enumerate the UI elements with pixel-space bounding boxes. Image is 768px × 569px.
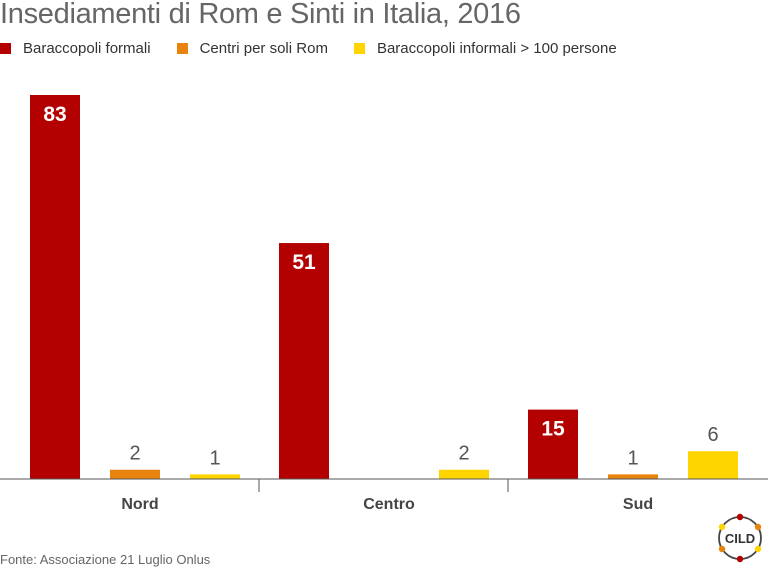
bar	[30, 95, 80, 479]
legend-label: Baraccopoli informali > 100 persone	[376, 40, 617, 57]
logo-text: CILD	[725, 531, 755, 546]
legend-swatch	[176, 43, 188, 54]
logo-dot	[736, 555, 744, 563]
bar	[190, 474, 240, 479]
bar	[110, 469, 160, 479]
bar	[608, 474, 658, 479]
category-label: Centro	[363, 496, 415, 513]
data-label: 2	[458, 443, 469, 465]
logo-dot	[754, 523, 762, 531]
logo-dot	[718, 523, 726, 531]
legend-item-baraccopoli-formali: Baraccopoli formali	[0, 40, 151, 57]
data-label: 6	[707, 424, 718, 446]
data-label: 15	[541, 418, 565, 441]
category-label: Nord	[121, 496, 158, 513]
source-note: Fonte: Associazione 21 Luglio Onlus	[0, 552, 211, 567]
legend-swatch	[0, 43, 11, 54]
data-label: 2	[129, 443, 140, 465]
legend-item-baraccopoli-informali: Baraccopoli informali > 100 persone	[353, 40, 617, 57]
data-label: 1	[627, 447, 638, 469]
chart-title: Insediamenti di Rom e Sinti in Italia, 2…	[0, 0, 521, 30]
legend-item-centri-per-soli-rom: Centri per soli Rom	[176, 40, 328, 57]
legend-swatch	[353, 43, 365, 54]
data-label: 1	[209, 447, 220, 469]
cild-logo: CILD	[718, 513, 762, 563]
category-label: Sud	[623, 496, 653, 513]
legend-label: Baraccopoli formali	[23, 40, 151, 57]
logo-dot	[736, 513, 744, 521]
bar	[439, 469, 489, 479]
logo-dot	[754, 545, 762, 553]
legend: Baraccopoli formali Centri per soli Rom …	[0, 40, 643, 57]
data-label: 51	[292, 251, 316, 274]
legend-label: Centri per soli Rom	[199, 40, 328, 57]
data-label: 83	[43, 103, 66, 126]
bar	[528, 409, 578, 479]
bar	[279, 243, 329, 479]
bar	[688, 451, 738, 479]
logo-dot	[718, 545, 726, 553]
